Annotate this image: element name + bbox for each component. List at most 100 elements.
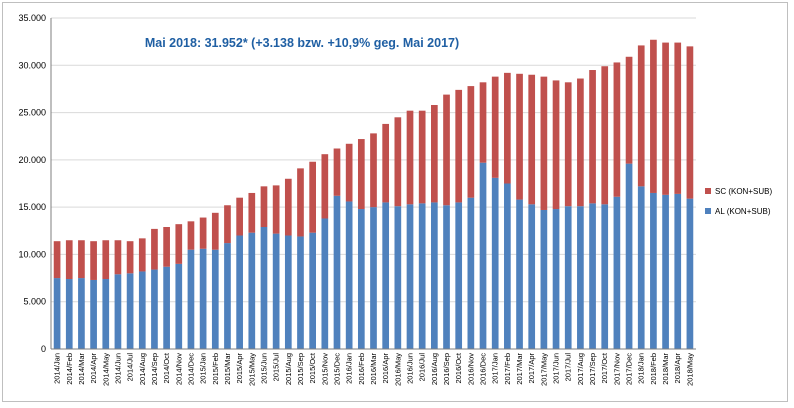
bar-sc — [297, 168, 304, 237]
x-tick-label: 2018/Feb — [649, 353, 658, 385]
y-tick-label: 10.000 — [18, 249, 46, 259]
x-tick-label: 2017/Jun — [552, 353, 561, 384]
bar-sc — [637, 45, 645, 187]
bar-sc — [90, 241, 97, 280]
bar-al — [260, 227, 268, 349]
bar-al — [309, 232, 316, 349]
y-tick-label: 0 — [41, 344, 46, 354]
bar-al — [540, 209, 548, 349]
x-tick-label: 2016/Nov — [466, 353, 475, 385]
bar-sc — [552, 80, 560, 210]
bar-sc — [78, 240, 85, 279]
bar-sc — [479, 82, 487, 163]
bar-sc — [321, 154, 329, 219]
bar-sc — [65, 240, 73, 280]
bar-sc — [516, 73, 523, 200]
y-tick-label: 35.000 — [18, 13, 46, 23]
bar-al — [236, 235, 243, 349]
x-tick-labels: 2014/Jan 2014/Feb 2014/Mar 2014/Apr 2014/May… — [53, 352, 695, 386]
bar-al — [78, 278, 85, 349]
bar-al — [552, 209, 560, 349]
bar-al — [151, 269, 158, 349]
bar-sc — [455, 89, 463, 203]
x-tick-label: 2016/Jul — [418, 353, 427, 382]
x-tick-label: 2014/Feb — [65, 353, 74, 385]
x-tick-label: 2015/Dec — [332, 353, 341, 385]
bar-sc — [625, 56, 633, 164]
x-tick-label: 2016/Apr — [381, 353, 390, 384]
y-tick-label: 5.000 — [23, 297, 46, 307]
x-tick-label: 2014/Oct — [162, 352, 171, 383]
x-tick-label: 2018/Apr — [673, 353, 682, 384]
x-tick-label: 2017/Oct — [600, 352, 609, 383]
bar-al — [467, 197, 475, 349]
bar-sc — [589, 70, 596, 204]
bar-sc — [418, 110, 426, 204]
x-tick-label: 2017/Apr — [527, 353, 536, 384]
bar-sc — [650, 39, 657, 193]
bar-sc — [175, 224, 183, 264]
x-tick-label: 2016/Sep — [442, 353, 451, 385]
x-tick-label: 2015/Apr — [235, 353, 244, 384]
x-tick-label: 2016/Aug — [430, 353, 439, 385]
x-tick-label: 2016/Mar — [369, 353, 378, 385]
y-tick-labels: 0 5.000 10.000 15.000 20.000 25.000 30.000 35.0… — [18, 13, 46, 354]
x-tick-label: 2015/Jul — [272, 353, 281, 382]
bar-al — [686, 198, 694, 349]
bar-sc — [504, 72, 511, 184]
x-tick-label: 2016/Jun — [406, 353, 415, 384]
x-tick-label: 2014/Nov — [174, 353, 183, 385]
bar-al — [504, 183, 511, 349]
bar-sc — [224, 205, 231, 244]
bar-sc — [674, 42, 682, 194]
x-tick-label: 2015/Aug — [284, 353, 293, 385]
bar-al — [516, 199, 523, 349]
bar-al — [370, 207, 377, 349]
bar-sc — [272, 185, 280, 234]
x-tick-label: 2014/May — [101, 353, 110, 386]
bar-sc — [345, 143, 353, 202]
bar-sc — [564, 82, 572, 207]
legend-label-sc: SC (KON+SUB) — [715, 187, 772, 196]
bar-al — [126, 273, 134, 349]
x-tick-label: 2017/Sep — [588, 353, 597, 385]
bar-sc — [662, 42, 669, 195]
axes — [50, 18, 696, 350]
x-tick-label: 2017/Mar — [515, 353, 524, 385]
bar-al — [224, 243, 231, 349]
x-tick-label: 2015/Mar — [223, 353, 232, 385]
bar-al — [491, 177, 499, 349]
bar-sc — [53, 241, 61, 279]
bar-al — [65, 279, 73, 349]
x-tick-label: 2017/Aug — [576, 353, 585, 385]
bar-sc — [540, 76, 548, 210]
bar-sc — [199, 217, 207, 249]
x-tick-label: 2016/Dec — [479, 353, 488, 385]
x-tick-label: 2017/Dec — [625, 353, 634, 385]
bar-al — [138, 271, 146, 349]
bar-al — [248, 232, 256, 349]
bar-sc — [613, 62, 621, 197]
bar-sc — [443, 94, 450, 206]
x-tick-label: 2018/Jan — [637, 353, 646, 384]
x-tick-label: 2014/Jul — [126, 353, 135, 382]
legend-label-al: AL (KON+SUB) — [715, 207, 771, 216]
bar-al — [528, 204, 536, 349]
bar-sc — [601, 66, 609, 205]
bar-al — [102, 279, 110, 349]
x-tick-label: 2016/Jan — [345, 353, 354, 384]
legend-swatch-al — [705, 208, 711, 214]
y-tick-label: 30.000 — [18, 60, 46, 70]
bar-sc — [260, 186, 268, 228]
bar-sc — [102, 240, 110, 280]
bar-al — [418, 203, 426, 349]
bar-sc — [528, 74, 536, 205]
bar-sc — [382, 123, 390, 203]
x-tick-label: 2014/Apr — [89, 353, 98, 384]
bar-sc — [248, 192, 256, 233]
x-tick-label: 2016/Oct — [454, 352, 463, 383]
x-tick-label: 2015/May — [247, 353, 256, 386]
bar-sc — [431, 105, 438, 203]
bar-al — [114, 274, 122, 349]
x-tick-label: 2014/Jun — [113, 353, 122, 384]
